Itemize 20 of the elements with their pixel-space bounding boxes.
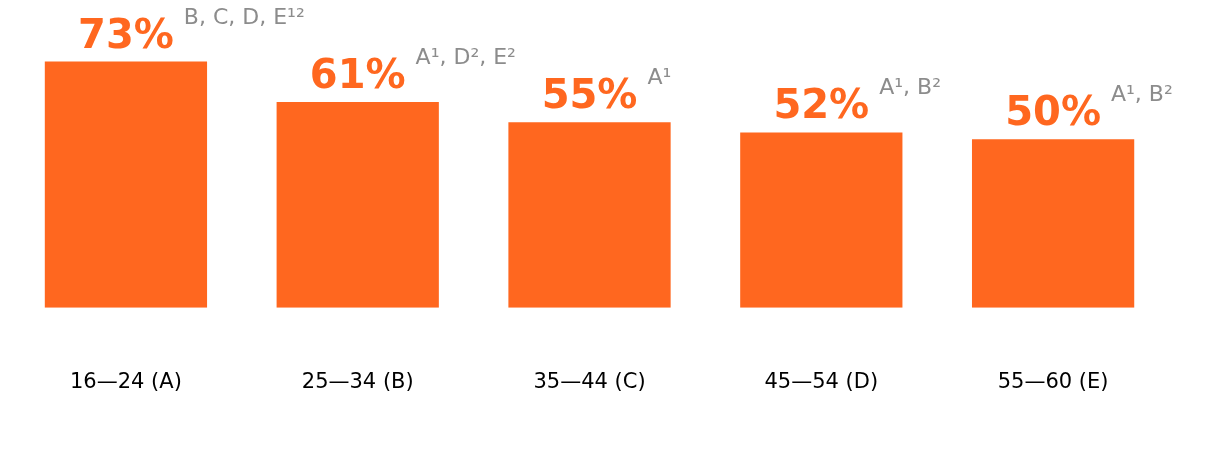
x-tick-label: 45—54 (D) [764,368,879,393]
annotation: A¹ [647,64,672,90]
data-label: 52% [773,81,870,128]
text: B, C, D, E¹² [183,3,305,29]
x-tick-label: 55—60 (E) [997,368,1109,393]
bar [44,61,208,308]
annotation: A¹, B² [879,74,941,100]
bar [508,122,671,308]
annotation: A¹, D², E² [415,44,516,70]
bar [276,102,439,308]
x-tick-label: 35—44 (C) [533,368,646,393]
bar [971,139,1135,308]
data-label: 73% [78,10,174,57]
data-label: 61% [309,51,406,98]
x-tick-label: 16—24 (A) [70,368,182,393]
x-tick-label: 25—34 (B) [301,368,414,393]
bar [740,132,903,308]
data-label: 50% [1005,88,1101,135]
annotation: A¹, B² [1110,81,1173,107]
data-label: 55% [541,71,638,118]
